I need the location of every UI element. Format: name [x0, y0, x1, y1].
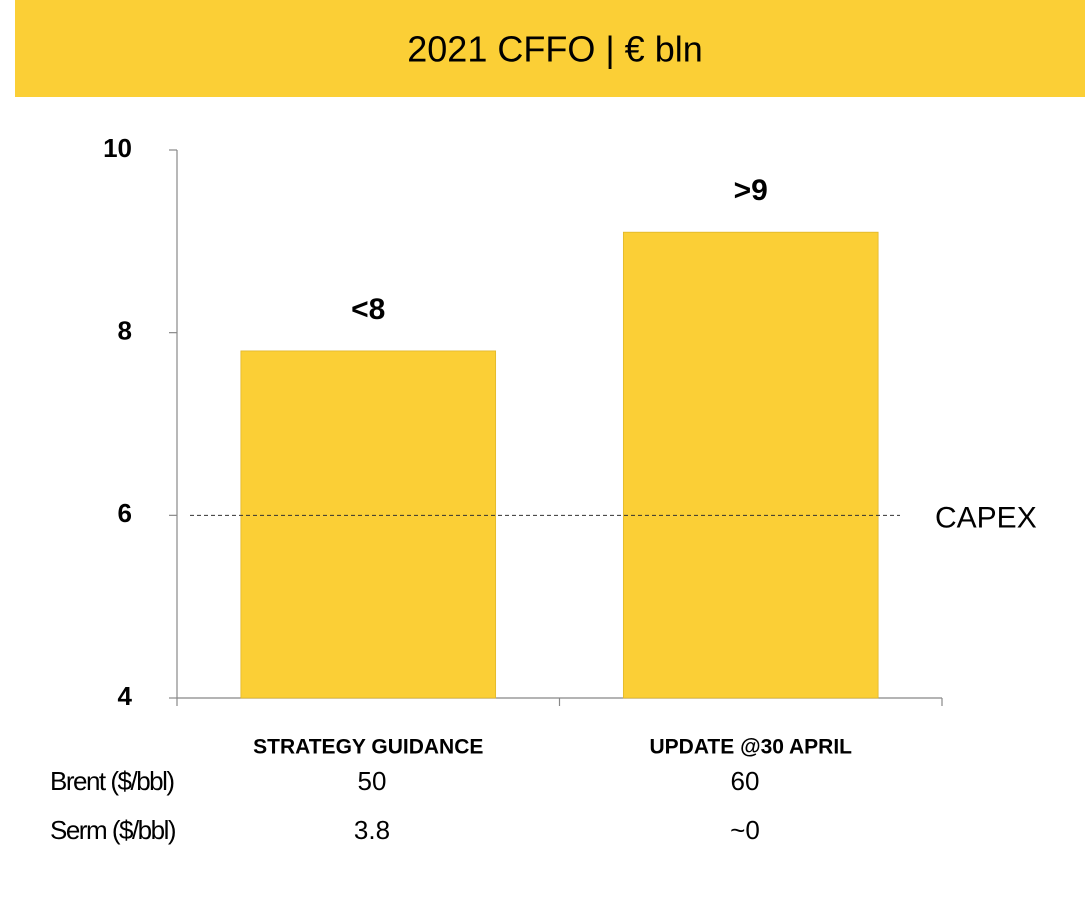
table-cell: 50: [358, 766, 387, 796]
bar: [240, 350, 497, 699]
table-cell: ~0: [730, 815, 760, 845]
value-label: >9: [734, 174, 768, 207]
table-cell: Serm ($/bbl): [50, 815, 176, 845]
y-tick-label: 10: [103, 133, 132, 163]
x-tick-label: STRATEGY GUIDANCE: [253, 736, 483, 759]
title-banner: [15, 0, 1085, 97]
table-cell: 3.8: [354, 815, 390, 845]
x-tick-label: UPDATE @30 APRIL: [649, 736, 852, 759]
table-cell: 60: [731, 766, 760, 796]
y-tick-label: 4: [118, 681, 133, 711]
reference-label: CAPEX: [935, 501, 1037, 534]
value-label: <8: [351, 293, 385, 326]
y-tick-label: 8: [118, 316, 132, 346]
bar: [622, 231, 879, 699]
table-cell: Brent ($/bbl): [50, 766, 174, 796]
chart-title: 2021 CFFO | € bln: [407, 29, 703, 70]
y-tick-label: 6: [118, 498, 132, 528]
